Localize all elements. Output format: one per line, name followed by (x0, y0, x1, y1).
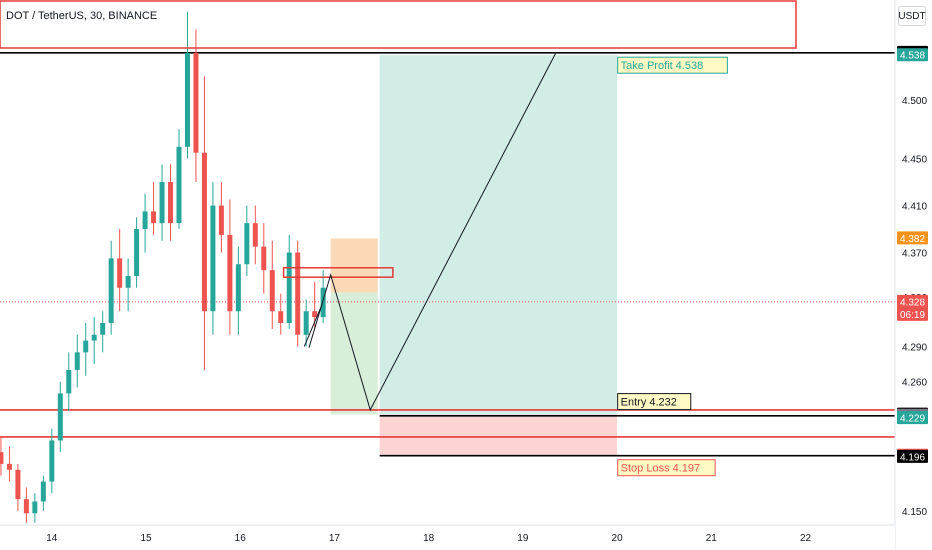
candle-body-3 (23, 499, 29, 514)
candle-body-22 (184, 52, 190, 147)
trend-line-small (303, 303, 323, 347)
price-badge-text-1: 4.538 (900, 51, 925, 62)
price-tick-1: 4.260 (902, 378, 927, 389)
candle-body-35 (295, 252, 301, 335)
red-rectangle-drawing (282, 267, 394, 278)
price-tick-0: 4.150 (902, 507, 927, 518)
candle-body-18 (151, 211, 157, 224)
symbol-title: DOT / TetherUS, 30, BINANCE (6, 10, 157, 22)
candle-body-17 (142, 211, 148, 230)
price-badge-4-538: 4.538 (897, 48, 928, 62)
candle-body-30 (252, 223, 258, 247)
price-badge-text-7: 4.196 (900, 452, 925, 463)
candle-body-15 (125, 276, 131, 288)
time-axis[interactable]: 14 15 16 17 18 19 20 21 22 (0, 524, 895, 550)
price-badge-bg-2 (897, 231, 928, 245)
price-badge-4-382: 4.382 (897, 231, 928, 245)
candle-body-26 (218, 205, 224, 235)
candle-body-19 (159, 182, 165, 224)
pre-zone-orange (330, 238, 378, 293)
take-profit-zone (379, 55, 618, 415)
horizontal-lines-layer (0, 52, 895, 457)
candle-body-32 (269, 270, 275, 312)
candle-body-7 (57, 393, 63, 441)
candle-body-13 (108, 258, 114, 323)
entry-label-box (617, 393, 692, 411)
drawings-layer (282, 52, 557, 412)
time-tick-19: 19 (517, 533, 529, 544)
price-badge-text-5: 4.229 (900, 414, 925, 425)
stop-loss-label: Stop Loss 4.197 (617, 459, 716, 477)
price-badge-4-196: 4.196 (897, 449, 928, 463)
time-tick-14: 14 (46, 533, 58, 544)
stop-loss-zone (379, 414, 618, 456)
candles-layer (0, 11, 326, 523)
time-tick-20: 20 (612, 533, 624, 544)
price-axis-bg (895, 0, 932, 550)
time-tick-15: 15 (140, 533, 152, 544)
entry-label-text: Entry 4.232 (621, 397, 677, 409)
time-tick-16: 16 (235, 533, 247, 544)
candle-body-33 (278, 311, 284, 323)
price-axis[interactable]: 4.1504.2604.2904.3324.3704.4104.4504.500… (894, 0, 932, 550)
entry-label: Entry 4.232 (617, 393, 692, 411)
candle-body-36 (303, 311, 309, 335)
take-profit-label-text: Take Profit 4.538 (621, 60, 704, 72)
countdown-timer: 06:19 (900, 310, 925, 321)
price-badge-bg-7 (897, 449, 928, 463)
candle-body-28 (235, 264, 241, 312)
price-tick-6: 4.450 (902, 155, 927, 166)
candle-body-31 (261, 246, 267, 271)
candle-body-1 (6, 463, 12, 470)
price-tick-5: 4.410 (902, 202, 927, 213)
candle-body-11 (91, 334, 97, 341)
candle-body-20 (168, 182, 174, 224)
time-tick-17: 17 (329, 533, 341, 544)
current-price-value: 4.328 (900, 297, 925, 308)
candle-body-24 (201, 152, 207, 312)
take-profit-label: Take Profit 4.538 (617, 56, 728, 74)
candle-body-9 (74, 352, 80, 370)
header-highlight-box (0, 0, 797, 49)
price-tick-7: 4.500 (902, 96, 927, 107)
candle-body-5 (40, 481, 46, 502)
price-badge-4-229: 4.229 (897, 411, 928, 425)
candle-body-37 (312, 311, 318, 318)
current-price-badge: 4.328 06:19 (897, 294, 928, 321)
time-tick-18: 18 (423, 533, 435, 544)
take-profit-label-box (617, 56, 728, 74)
time-tick-22: 22 (800, 533, 812, 544)
candle-body-6 (49, 440, 55, 482)
candle-body-2 (15, 469, 21, 500)
price-tick-4: 4.370 (902, 249, 927, 260)
candle-body-12 (100, 322, 106, 335)
candle-body-21 (176, 146, 182, 224)
candle-body-0 (0, 452, 4, 464)
candle-body-29 (244, 223, 250, 265)
time-axis-bg (0, 525, 895, 550)
currency-selector[interactable]: USDT (898, 6, 926, 26)
candle-body-16 (134, 229, 140, 277)
candle-body-4 (32, 501, 38, 514)
price-badge-bg-1 (897, 48, 928, 62)
candle-body-34 (286, 252, 292, 323)
position-labels-layer: Take Profit 4.538 Entry 4.232 Stop Loss 4.… (617, 56, 728, 477)
candle-body-38 (320, 287, 326, 318)
time-tick-21: 21 (706, 533, 718, 544)
candle-body-14 (117, 258, 123, 288)
price-tick-2: 4.290 (902, 342, 927, 353)
stop-loss-label-box (617, 459, 716, 477)
candle-body-27 (227, 234, 233, 312)
current-price-badge-bg (897, 294, 928, 321)
price-badge-bg-5 (897, 411, 928, 425)
stop-loss-label-text: Stop Loss 4.197 (621, 463, 701, 475)
projected-path-line (308, 52, 557, 412)
candle-body-25 (210, 205, 216, 312)
price-badge-text-2: 4.382 (900, 234, 925, 245)
candle-body-23 (193, 52, 199, 153)
candle-body-10 (83, 340, 89, 353)
candle-body-8 (66, 369, 72, 394)
